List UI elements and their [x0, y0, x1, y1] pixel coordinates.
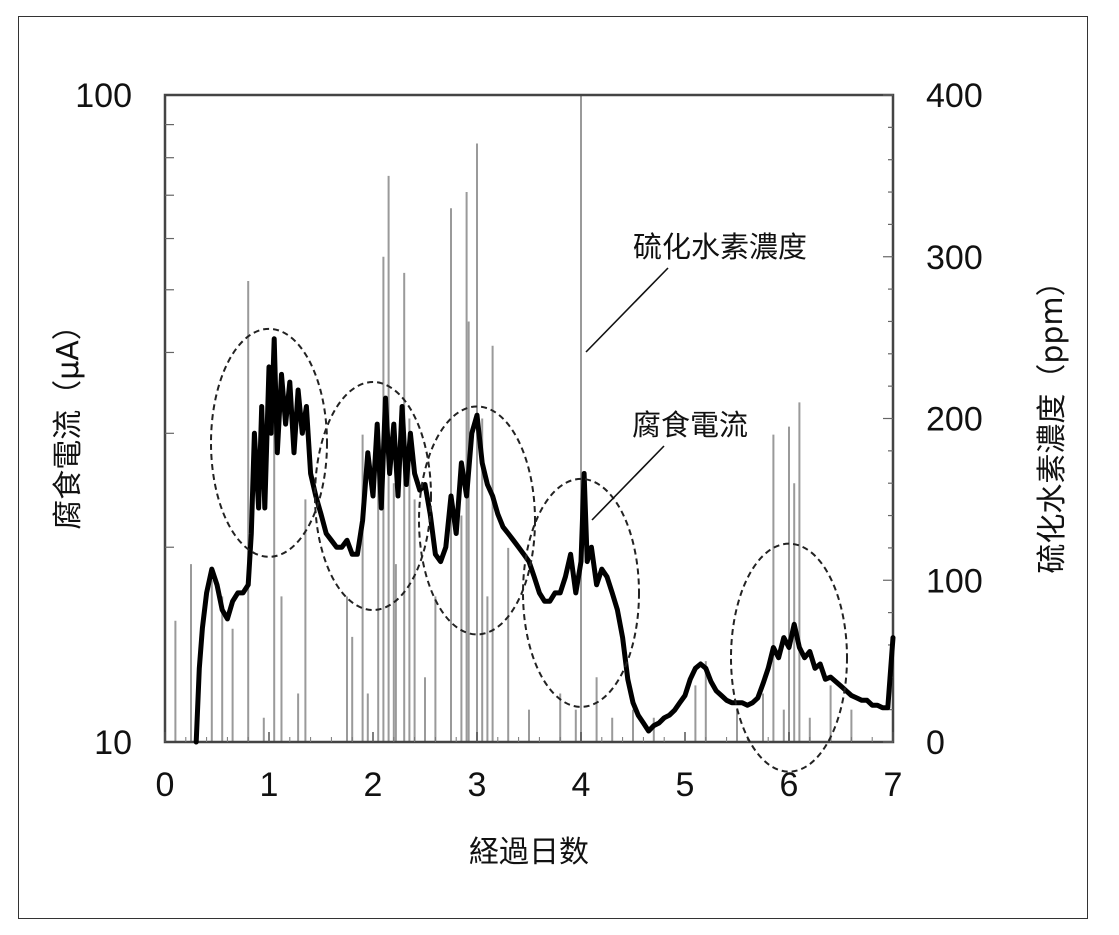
x-tick-label: 0: [156, 766, 175, 804]
y-left-tick-label: 100: [75, 77, 132, 115]
x-tick-label: 7: [884, 766, 903, 804]
highlight-ellipse: [210, 327, 328, 558]
x-tick-label: 6: [780, 766, 799, 804]
y-right-tick-label: 300: [926, 239, 983, 277]
y-right-tick-label: 400: [926, 77, 983, 115]
current-annotation: 腐食電流: [632, 408, 748, 442]
y-right-axis-title: 硫化水素濃度（ppm）: [1035, 266, 1070, 573]
highlight-ellipse: [730, 542, 848, 773]
y-right-tick-label: 100: [926, 562, 983, 600]
x-tick-label: 4: [572, 766, 591, 804]
x-tick-labels: 0 1 2 3 4 5 6 7: [156, 766, 903, 804]
x-tick-label: 3: [468, 766, 487, 804]
y-right-tick-label: 200: [926, 401, 983, 439]
highlight-ellipse: [314, 381, 432, 612]
highlight-ellipse: [522, 477, 640, 708]
y-left-tick-labels: 10 100: [75, 77, 132, 762]
y-right-tick-labels: 0 100 200 300 400: [926, 77, 983, 762]
y-left-tick-label: 10: [94, 724, 132, 762]
y-left-axis-title: 腐食電流（μA）: [51, 310, 86, 530]
x-tick-label: 2: [364, 766, 383, 804]
h2s-leader-line: [585, 267, 669, 353]
y-right-tick-label: 0: [926, 724, 945, 762]
x-axis-title: 経過日数: [469, 835, 589, 870]
h2s-annotation: 硫化水素濃度: [633, 230, 807, 264]
highlight-ellipses: [210, 327, 848, 773]
figure-frame: [18, 16, 1088, 919]
highlight-ellipse: [418, 405, 536, 636]
current-leader-line: [591, 445, 665, 521]
x-tick-label: 5: [676, 766, 695, 804]
x-tick-label: 1: [260, 766, 279, 804]
